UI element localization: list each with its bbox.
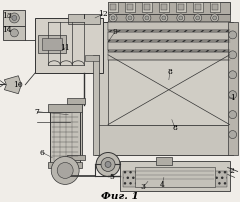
Bar xyxy=(48,162,82,168)
Circle shape xyxy=(105,161,111,167)
Bar xyxy=(50,107,80,166)
Bar xyxy=(178,4,184,10)
Bar xyxy=(70,100,82,158)
Bar xyxy=(156,158,172,165)
Text: 12: 12 xyxy=(98,10,108,18)
Bar xyxy=(108,22,230,52)
Circle shape xyxy=(57,162,73,178)
Bar xyxy=(48,104,82,112)
Text: 9: 9 xyxy=(113,28,117,36)
Bar xyxy=(120,161,230,191)
Text: 1: 1 xyxy=(230,94,235,102)
Circle shape xyxy=(51,157,79,184)
Circle shape xyxy=(96,153,120,176)
Circle shape xyxy=(177,14,185,22)
Circle shape xyxy=(160,14,168,22)
Bar xyxy=(3,26,25,40)
Text: 4: 4 xyxy=(159,181,164,189)
Circle shape xyxy=(145,16,149,20)
Bar xyxy=(110,4,116,10)
Text: 6: 6 xyxy=(40,148,45,157)
Bar xyxy=(95,22,233,155)
Bar xyxy=(195,4,201,10)
Bar xyxy=(142,2,152,12)
Circle shape xyxy=(10,29,18,37)
Circle shape xyxy=(229,130,237,139)
Text: 11: 11 xyxy=(60,44,70,52)
Bar xyxy=(108,32,230,40)
Bar xyxy=(68,14,100,24)
Bar xyxy=(108,42,230,50)
Circle shape xyxy=(162,16,166,20)
Text: 2: 2 xyxy=(229,167,234,176)
Bar xyxy=(159,2,169,12)
Bar xyxy=(135,167,215,187)
Bar xyxy=(67,155,85,160)
Bar xyxy=(85,55,99,61)
Circle shape xyxy=(101,158,115,171)
Bar xyxy=(210,2,220,12)
Bar xyxy=(108,22,230,30)
Circle shape xyxy=(9,13,19,23)
Bar xyxy=(123,171,227,187)
Bar xyxy=(67,98,85,104)
Circle shape xyxy=(211,14,219,22)
Text: 3: 3 xyxy=(140,183,145,191)
Bar xyxy=(228,22,238,155)
Bar xyxy=(93,55,99,155)
Circle shape xyxy=(229,111,237,119)
Bar xyxy=(95,125,233,155)
Circle shape xyxy=(126,14,134,22)
Text: Фиг. 1: Фиг. 1 xyxy=(101,192,139,201)
Circle shape xyxy=(229,91,237,99)
Circle shape xyxy=(111,16,115,20)
Circle shape xyxy=(196,16,200,20)
Bar xyxy=(108,55,230,125)
Circle shape xyxy=(213,16,217,20)
Circle shape xyxy=(179,16,183,20)
Polygon shape xyxy=(4,76,20,94)
Text: 14: 14 xyxy=(2,26,12,34)
Circle shape xyxy=(143,14,151,22)
Bar xyxy=(35,18,103,73)
Bar xyxy=(42,38,62,50)
Circle shape xyxy=(229,51,237,59)
Bar xyxy=(38,35,66,53)
Bar xyxy=(176,2,186,12)
Bar xyxy=(108,14,230,22)
Circle shape xyxy=(109,14,117,22)
Bar xyxy=(127,4,133,10)
Bar xyxy=(125,2,135,12)
Bar xyxy=(161,4,167,10)
Circle shape xyxy=(12,15,17,20)
Bar xyxy=(193,2,203,12)
Circle shape xyxy=(128,16,132,20)
Bar xyxy=(108,2,230,14)
Circle shape xyxy=(229,71,237,79)
Text: 8: 8 xyxy=(172,124,177,132)
Text: 13: 13 xyxy=(2,12,12,20)
Circle shape xyxy=(194,14,202,22)
Bar xyxy=(108,2,118,12)
Text: 10: 10 xyxy=(13,81,23,89)
Bar xyxy=(144,4,150,10)
Bar xyxy=(108,52,230,60)
Bar xyxy=(212,4,218,10)
Text: 5: 5 xyxy=(110,174,114,181)
Text: 7: 7 xyxy=(35,108,40,116)
Circle shape xyxy=(229,31,237,39)
Bar xyxy=(3,10,25,26)
Text: 8: 8 xyxy=(168,68,172,76)
